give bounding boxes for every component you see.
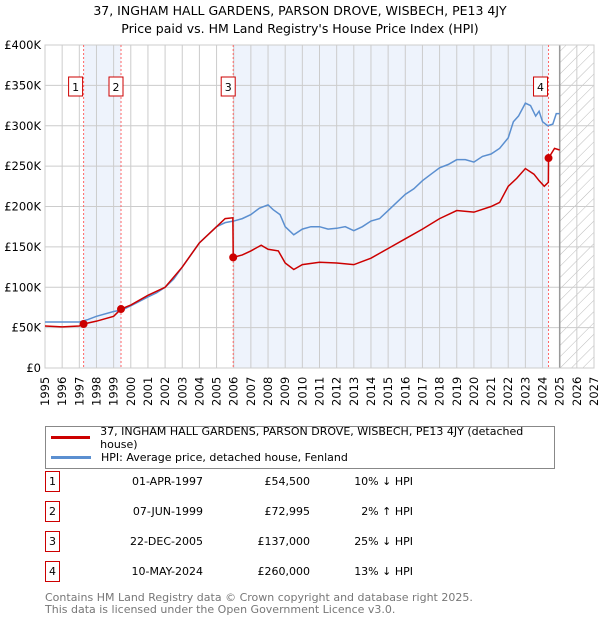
table-row: 2 07-JUN-1999 £72,995 2% ↑ HPI (45, 501, 445, 523)
sale-price: £54,500 (264, 475, 311, 488)
x-tick-label: 2003 (175, 377, 189, 406)
x-tick-label: 2023 (518, 377, 532, 406)
y-tick-label: £250K (4, 159, 41, 173)
sale-point (544, 154, 553, 163)
legend-property-swatch (51, 436, 91, 439)
x-tick-label: 2013 (347, 377, 361, 406)
x-tick-label: 2008 (261, 377, 275, 406)
x-tick-label: 2001 (141, 377, 155, 406)
x-tick-label: 2017 (415, 377, 429, 406)
sale-hpi-diff: 10% ↓ HPI (354, 475, 413, 488)
sale-label-box (533, 76, 549, 97)
y-tick-label: £400K (4, 38, 41, 52)
footer-line-1: Contains HM Land Registry data © Crown c… (45, 591, 473, 604)
x-tick-label: 2000 (124, 377, 138, 406)
y-tick-label: £300K (4, 119, 41, 133)
x-tick-label: 2002 (158, 377, 172, 406)
x-tick-label: 2022 (501, 377, 515, 406)
y-tick-label: £100K (4, 280, 41, 294)
x-tick-label: 2010 (295, 377, 309, 406)
sale-price: £260,000 (257, 565, 311, 578)
sale-number-badge: 4 (45, 561, 60, 582)
sale-point (79, 319, 88, 328)
y-tick-label: £150K (4, 240, 41, 254)
sale-label: 4 (537, 81, 544, 94)
x-tick-label: 1995 (38, 377, 52, 406)
title-line-1: 37, INGHAM HALL GARDENS, PARSON DROVE, W… (93, 3, 507, 18)
sale-number-badge: 3 (45, 531, 60, 552)
x-tick-label: 2004 (192, 377, 206, 406)
sale-date: 01-APR-1997 (131, 475, 203, 488)
sale-number-badge: 1 (45, 471, 60, 492)
sale-number-badge: 2 (45, 501, 60, 522)
footer: Contains HM Land Registry data © Crown c… (45, 592, 473, 616)
x-tick-label: 2027 (587, 377, 600, 406)
legend-hpi-label: HPI: Average price, detached house, Fenl… (101, 451, 348, 464)
x-tick-label: 2024 (536, 377, 550, 406)
plot-border (44, 44, 595, 369)
sale-label-box (68, 76, 84, 97)
x-tick-label: 2020 (467, 377, 481, 406)
x-tick-label: 2018 (433, 377, 447, 406)
sale-point (229, 253, 238, 262)
sale-point (117, 305, 126, 314)
sale-label: 1 (72, 81, 79, 94)
y-tick-label: £50K (12, 321, 42, 335)
x-tick-label: 2021 (484, 377, 498, 406)
legend-hpi-swatch (51, 456, 91, 459)
price-chart: 1 2 3 4 1995 1996 1997 1998 1999 2000 2001 2002 2003… (4, 38, 600, 406)
sale-date: 22-DEC-2005 (129, 535, 203, 548)
y-tick-label: £200K (4, 200, 41, 214)
sale-label-box (108, 76, 124, 97)
x-tick-label: 2007 (244, 377, 258, 406)
sale-date: 10-MAY-2024 (131, 565, 203, 578)
sale-hpi-diff: 25% ↓ HPI (354, 535, 413, 548)
x-tick-label: 1998 (89, 377, 103, 406)
sale-price: £72,995 (264, 505, 311, 518)
table-row: 3 22-DEC-2005 £137,000 25% ↓ HPI (45, 531, 445, 553)
legend-property-label: 37, INGHAM HALL GARDENS, PARSON DROVE, W… (100, 424, 524, 451)
x-tick-label: 2019 (450, 377, 464, 406)
footer-line-2: This data is licensed under the Open Gov… (45, 603, 396, 616)
x-tick-label: 2014 (364, 377, 378, 406)
x-tick-label: 1997 (72, 377, 86, 406)
sale-hpi-diff: 2% ↑ HPI (361, 505, 413, 518)
x-tick-label: 1996 (55, 377, 69, 406)
x-tick-label: 2005 (210, 377, 224, 406)
x-tick-label: 2011 (313, 377, 327, 406)
sale-label: 2 (113, 81, 120, 94)
sale-date: 07-JUN-1999 (132, 505, 203, 518)
x-tick-label: 2006 (227, 377, 241, 406)
sale-hpi-diff: 13% ↓ HPI (354, 565, 413, 578)
sale-label: 3 (225, 81, 232, 94)
property-price-line (44, 147, 560, 328)
table-row: 4 10-MAY-2024 £260,000 13% ↓ HPI (45, 561, 445, 583)
x-tick-label: 2016 (398, 377, 412, 406)
x-tick-label: 2026 (570, 377, 584, 406)
sale-label-box (220, 76, 236, 97)
x-tick-label: 2012 (330, 377, 344, 406)
x-tick-label: 2015 (381, 377, 395, 406)
x-tick-label: 2009 (278, 377, 292, 406)
chart-title: 37, INGHAM HALL GARDENS, PARSON DROVE, W… (0, 2, 600, 38)
legend: 37, INGHAM HALL GARDENS, PARSON DROVE, W… (45, 424, 555, 469)
y-tick-label: £0 (26, 361, 41, 375)
y-tick-label: £350K (4, 78, 41, 92)
title-line-2: Price paid vs. HM Land Registry's House … (121, 21, 479, 36)
sale-price: £137,000 (257, 535, 311, 548)
x-tick-label: 2025 (553, 377, 567, 406)
x-tick-label: 1999 (107, 377, 121, 406)
table-row: 1 01-APR-1997 £54,500 10% ↓ HPI (45, 471, 445, 493)
